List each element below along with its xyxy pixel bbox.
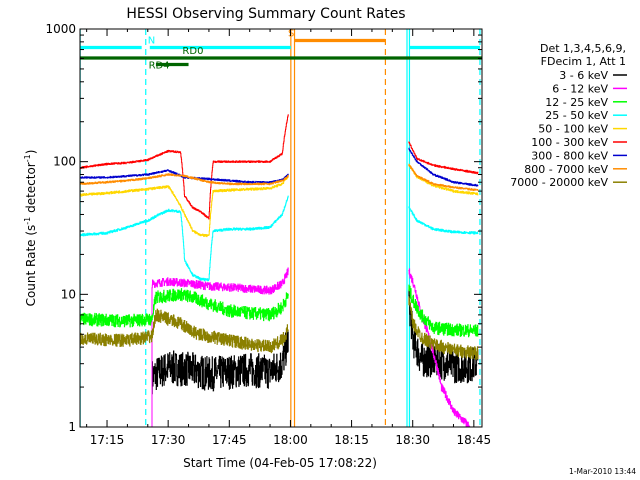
series-line-8-seg1 <box>80 308 289 354</box>
series-line-1-seg2 <box>408 268 471 427</box>
series-line-4-seg1 <box>80 175 289 238</box>
x-tick-label-0: 17:15 <box>90 433 125 447</box>
footer-timestamp: 1-Mar-2010 13:44 <box>569 467 636 476</box>
legend-label-0: 3 - 6 keV <box>559 69 608 82</box>
series-line-7-seg1 <box>80 173 289 186</box>
legend-label-8: 7000 - 20000 keV <box>510 176 608 189</box>
series-line-7-seg2 <box>408 163 479 191</box>
series-line-1-seg1 <box>80 267 289 427</box>
series-line-3-seg1 <box>80 195 289 282</box>
series-line-3-seg2 <box>408 206 479 235</box>
x-tick-label-1: 17:30 <box>151 433 186 447</box>
legend-label-5: 100 - 300 keV <box>531 136 608 149</box>
series-line-6-seg1 <box>80 169 289 184</box>
legend-header-line-1: Det 1,3,4,5,6,9, <box>540 42 626 55</box>
plot-frame <box>79 28 483 428</box>
series-line-5-seg1 <box>80 114 289 220</box>
series-line-8-seg2 <box>408 296 479 360</box>
series-line-6-seg2 <box>408 147 479 187</box>
flag-label-S: S <box>288 29 294 40</box>
y-tick-label-2: 100 <box>53 155 76 169</box>
legend-label-7: 800 - 7000 keV <box>524 163 608 176</box>
legend: Det 1,3,4,5,6,9, FDecim 1, Att 1 3 - 6 k… <box>510 42 627 189</box>
legend-label-1: 6 - 12 keV <box>552 82 608 95</box>
y-tick-label-1: 10 <box>61 287 76 301</box>
series-line-0-seg1 <box>80 331 289 427</box>
x-tick-label-4: 18:15 <box>334 433 369 447</box>
series-line-2-seg2 <box>408 284 479 338</box>
chart-title: HESSI Observing Summary Count Rates <box>126 6 405 22</box>
flag-label-N: N <box>148 36 155 47</box>
series-layer <box>80 114 479 427</box>
y-axis-label: Count Rate (s-1 detector-1) <box>23 150 38 307</box>
y-tick-label-0: 1 <box>68 420 76 434</box>
x-tick-label-6: 18:45 <box>457 433 492 447</box>
legend-label-2: 12 - 25 keV <box>545 96 608 109</box>
flag-label-RD0: RD0 <box>182 46 203 57</box>
flag-label-RD4: RD4 <box>149 61 170 72</box>
x-tick-label-5: 18:30 <box>395 433 430 447</box>
series-line-4-seg2 <box>408 164 479 196</box>
y-tick-label-3: 1000 <box>45 22 76 36</box>
x-tick-label-3: 18:00 <box>273 433 308 447</box>
legend-label-4: 50 - 100 keV <box>538 123 608 136</box>
legend-label-3: 25 - 50 keV <box>545 109 608 122</box>
series-line-5-seg2 <box>408 141 479 175</box>
legend-header-line-2: FDecim 1, Att 1 <box>541 55 626 68</box>
x-axis-label: Start Time (04-Feb-05 17:08:22) <box>183 456 377 470</box>
series-line-2-seg1 <box>80 288 289 328</box>
x-tick-label-2: 17:45 <box>212 433 247 447</box>
legend-label-6: 300 - 800 keV <box>531 149 608 162</box>
